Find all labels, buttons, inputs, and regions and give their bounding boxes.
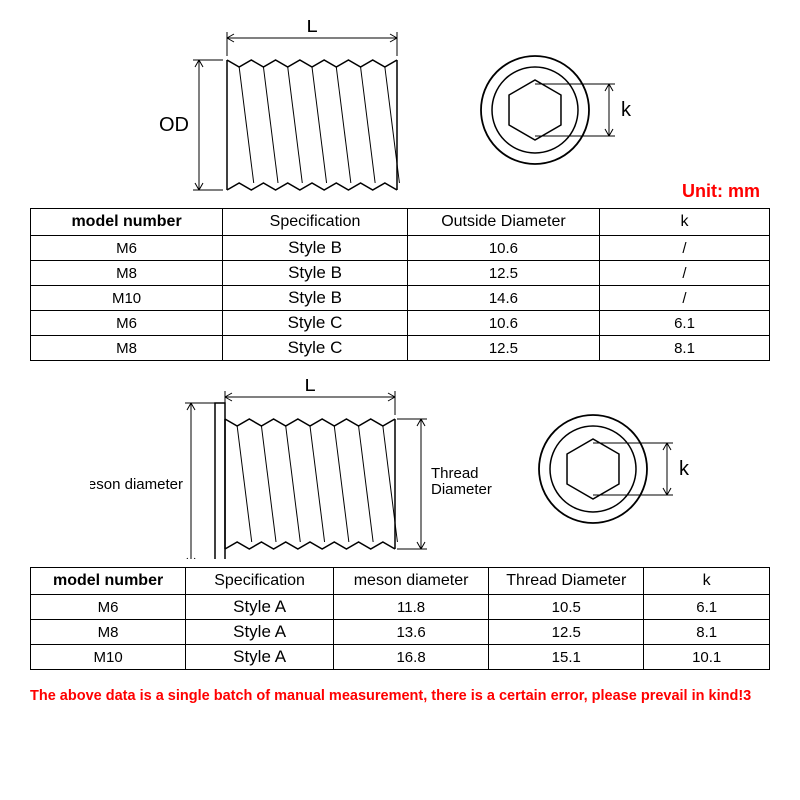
- table-cell: M10: [31, 286, 223, 311]
- table-cell: 12.5: [489, 620, 644, 645]
- table-cell: 8.1: [644, 620, 770, 645]
- table-cell: M8: [31, 620, 186, 645]
- svg-text:meson diameter: meson diameter: [90, 476, 183, 493]
- table-cell: 10.6: [407, 236, 599, 261]
- table-cell: 10.5: [489, 595, 644, 620]
- table-cell: 8.1: [600, 336, 770, 361]
- diagram-1: L OD k Unit: mm: [30, 20, 770, 200]
- table-cell: M6: [31, 311, 223, 336]
- table-cell: Style B: [223, 286, 408, 311]
- table-row: M8Style C12.58.1: [31, 336, 770, 361]
- table-cell: Style C: [223, 336, 408, 361]
- table-cell: 11.8: [333, 595, 488, 620]
- table-cell: 13.6: [333, 620, 488, 645]
- table-cell: Style A: [186, 620, 334, 645]
- table-cell: /: [600, 261, 770, 286]
- insert-flanged-side-view-icon: Lmeson diameter ThreadDiameter: [90, 379, 495, 559]
- table-row: M6Style C10.66.1: [31, 311, 770, 336]
- column-header: Outside Diameter: [407, 209, 599, 236]
- column-header: model number: [31, 209, 223, 236]
- svg-text:ThreadDiameter: ThreadDiameter: [431, 465, 492, 498]
- table-cell: 14.6: [407, 286, 599, 311]
- table-row: M10Style B14.6/: [31, 286, 770, 311]
- table-cell: M8: [31, 261, 223, 286]
- table-cell: Style B: [223, 261, 408, 286]
- column-header: k: [600, 209, 770, 236]
- svg-text:L: L: [304, 379, 315, 396]
- table-cell: 12.5: [407, 261, 599, 286]
- svg-text:k: k: [679, 458, 690, 480]
- spec-table-bc: model numberSpecificationOutside Diamete…: [30, 208, 770, 361]
- column-header: Thread Diameter: [489, 568, 644, 595]
- column-header: meson diameter: [333, 568, 488, 595]
- table-cell: 6.1: [644, 595, 770, 620]
- table-cell: M8: [31, 336, 223, 361]
- table-cell: M6: [31, 595, 186, 620]
- table-cell: Style A: [186, 645, 334, 670]
- spec-table-a: model numberSpecificationmeson diameterT…: [30, 567, 770, 670]
- unit-label: Unit: mm: [682, 181, 760, 202]
- table-row: M6Style B10.6/: [31, 236, 770, 261]
- svg-text:L: L: [306, 20, 317, 37]
- column-header: k: [644, 568, 770, 595]
- column-header: Specification: [186, 568, 334, 595]
- table-row: M8Style B12.5/: [31, 261, 770, 286]
- table-cell: Style C: [223, 311, 408, 336]
- table-row: M6Style A11.810.56.1: [31, 595, 770, 620]
- diagram-2: Lmeson diameter ThreadDiameter k: [30, 379, 770, 559]
- table-cell: M6: [31, 236, 223, 261]
- footnote: The above data is a single batch of manu…: [30, 688, 770, 704]
- table-cell: 16.8: [333, 645, 488, 670]
- table-cell: Style A: [186, 595, 334, 620]
- table-cell: 12.5: [407, 336, 599, 361]
- insert-flanged-end-view-icon: k: [525, 401, 711, 537]
- table-cell: /: [600, 236, 770, 261]
- insert-end-view-icon: k: [467, 42, 653, 178]
- table-cell: 6.1: [600, 311, 770, 336]
- column-header: model number: [31, 568, 186, 595]
- table-row: M10Style A16.815.110.1: [31, 645, 770, 670]
- table-cell: 10.1: [644, 645, 770, 670]
- table-cell: 15.1: [489, 645, 644, 670]
- table-cell: M10: [31, 645, 186, 670]
- svg-text:k: k: [621, 99, 632, 121]
- table-cell: /: [600, 286, 770, 311]
- table-cell: Style B: [223, 236, 408, 261]
- insert-side-view-icon: L OD: [147, 20, 407, 200]
- column-header: Specification: [223, 209, 408, 236]
- table-row: M8Style A13.612.58.1: [31, 620, 770, 645]
- table-cell: 10.6: [407, 311, 599, 336]
- svg-text:OD: OD: [159, 114, 189, 136]
